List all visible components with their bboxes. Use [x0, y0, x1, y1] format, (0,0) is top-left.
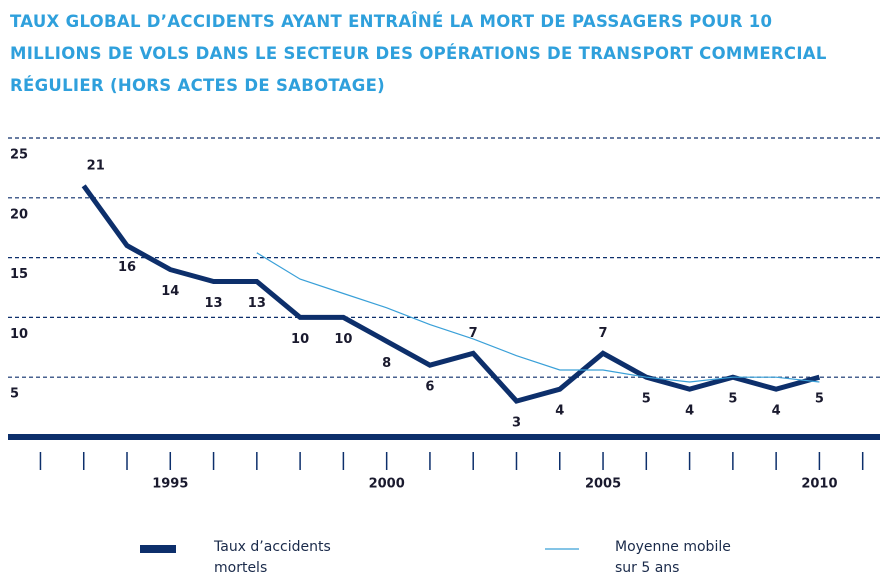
data-label: 4: [555, 404, 564, 419]
y-tick-label: 25: [10, 148, 28, 163]
x-tick-label: 2000: [369, 477, 405, 492]
y-tick-label: 10: [10, 327, 28, 342]
data-label: 4: [685, 404, 694, 419]
x-tick-label: 2005: [585, 477, 621, 492]
data-label: 7: [469, 326, 478, 341]
x-tick-label: 1995: [152, 477, 188, 492]
legend-label: Moyenne mobile sur 5 ans: [615, 539, 731, 576]
data-label: 7: [599, 326, 608, 341]
x-tick-label: 2010: [801, 477, 837, 492]
y-tick-label: 20: [10, 207, 28, 222]
data-label: 5: [642, 392, 651, 407]
data-label: 16: [118, 260, 136, 275]
data-label: 13: [205, 296, 223, 311]
data-label: 21: [87, 158, 105, 173]
chart-title: TAUX GLOBAL D’ACCIDENTS AYANT ENTRAÎNÉ L…: [10, 12, 827, 95]
y-tick-label: 15: [10, 267, 28, 282]
data-label: 13: [248, 296, 266, 311]
data-label: 8: [382, 356, 391, 371]
series-line: [81, 184, 821, 404]
data-label: 14: [161, 284, 179, 299]
data-label: 10: [334, 332, 352, 347]
y-tick-label: 5: [10, 387, 19, 402]
data-label: 5: [728, 392, 737, 407]
data-label: 10: [291, 332, 309, 347]
data-label: 5: [815, 392, 824, 407]
series-line: [256, 252, 820, 383]
data-label: 6: [425, 380, 434, 395]
legend-label: Taux d’accidents mortels: [214, 539, 331, 576]
data-label: 3: [512, 416, 521, 431]
data-label: 4: [772, 404, 781, 419]
